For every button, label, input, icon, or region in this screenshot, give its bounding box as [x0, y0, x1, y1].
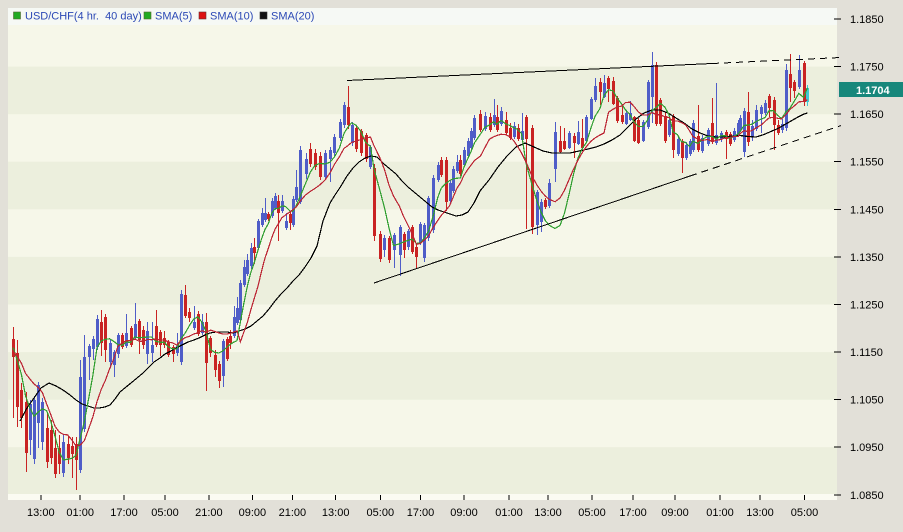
- svg-text:USD/CHF(4 hr. 40 day): USD/CHF(4 hr. 40 day): [25, 11, 142, 23]
- svg-text:09:00: 09:00: [661, 507, 689, 519]
- svg-text:1.1750: 1.1750: [850, 62, 884, 74]
- svg-text:17:00: 17:00: [110, 507, 138, 519]
- svg-text:05:00: 05:00: [578, 507, 606, 519]
- svg-text:17:00: 17:00: [619, 507, 647, 519]
- svg-text:17:00: 17:00: [407, 507, 435, 519]
- svg-text:SMA(10): SMA(10): [210, 11, 253, 23]
- svg-text:05:00: 05:00: [151, 507, 179, 519]
- svg-text:21:00: 21:00: [195, 507, 223, 519]
- svg-text:SMA(5): SMA(5): [155, 11, 192, 23]
- svg-text:01:00: 01:00: [66, 507, 94, 519]
- svg-text:01:00: 01:00: [495, 507, 523, 519]
- svg-text:01:00: 01:00: [706, 507, 734, 519]
- svg-text:1.1350: 1.1350: [850, 252, 884, 264]
- svg-text:1.1150: 1.1150: [850, 347, 883, 359]
- svg-text:09:00: 09:00: [450, 507, 478, 519]
- svg-text:1.1050: 1.1050: [850, 395, 884, 407]
- svg-text:1.1650: 1.1650: [850, 109, 884, 121]
- svg-text:1.1450: 1.1450: [850, 204, 884, 216]
- svg-text:13:00: 13:00: [322, 507, 350, 519]
- svg-text:1.0850: 1.0850: [850, 490, 884, 502]
- svg-text:13:00: 13:00: [746, 507, 774, 519]
- svg-text:05:00: 05:00: [367, 507, 395, 519]
- svg-text:1.1704: 1.1704: [856, 85, 891, 97]
- svg-text:1.0950: 1.0950: [850, 442, 884, 454]
- svg-text:13:00: 13:00: [534, 507, 562, 519]
- svg-text:1.1850: 1.1850: [850, 14, 884, 26]
- svg-text:21:00: 21:00: [279, 507, 307, 519]
- svg-text:05:00: 05:00: [791, 507, 819, 519]
- svg-text:SMA(20): SMA(20): [271, 11, 314, 23]
- svg-text:1.1250: 1.1250: [850, 300, 884, 312]
- svg-text:09:00: 09:00: [239, 507, 267, 519]
- svg-text:13:00: 13:00: [27, 507, 55, 519]
- svg-text:1.1550: 1.1550: [850, 157, 884, 169]
